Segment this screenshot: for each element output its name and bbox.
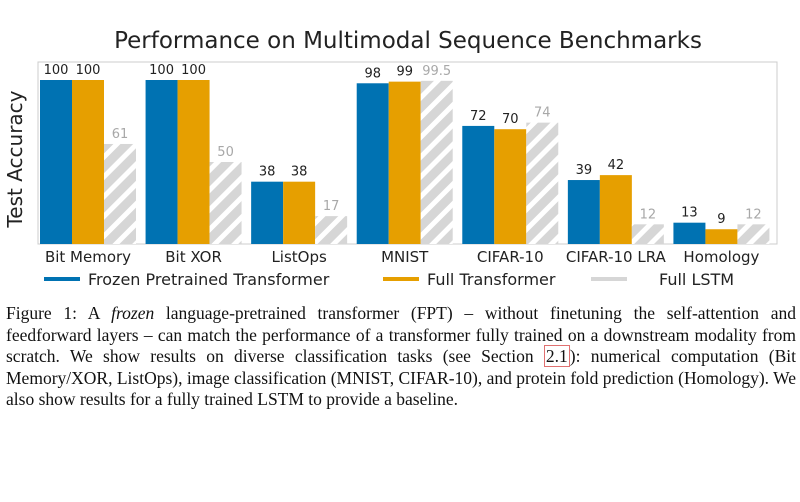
- figure-caption: Figure 1: A frozen language-pretrained t…: [6, 303, 796, 411]
- caption-text-a: A: [77, 303, 112, 323]
- bar-full-lstm-homology: [737, 224, 770, 244]
- bar-full-lstm-mnist: [420, 80, 453, 244]
- bar-frozen-pretrained-transformer-cifar-10: [462, 125, 495, 244]
- bar-full-lstm-cifar-10-lra: [631, 224, 664, 244]
- x-tick-label: Homology: [683, 248, 759, 266]
- data-label: 38: [291, 165, 308, 180]
- bar-full-lstm-listops: [315, 216, 348, 244]
- data-label: 12: [640, 207, 657, 222]
- x-tick-label: Bit XOR: [165, 248, 222, 266]
- data-label: 12: [745, 207, 762, 222]
- bar-full-transformer-listops: [283, 181, 316, 244]
- data-label: 100: [76, 63, 101, 78]
- data-label: 100: [44, 63, 69, 78]
- bar-full-transformer-homology: [705, 229, 738, 244]
- legend-label: Full Transformer: [427, 270, 556, 289]
- data-label: 39: [576, 163, 593, 178]
- bar-full-lstm-bit-memory: [104, 143, 136, 244]
- data-label: 61: [112, 127, 129, 142]
- bar-full-transformer-cifar-10: [494, 129, 527, 244]
- bar-chart: Performance on Multimodal Sequence Bench…: [3, 28, 778, 289]
- data-label: 72: [470, 109, 487, 124]
- data-label: 100: [149, 63, 174, 78]
- data-label: 74: [534, 106, 551, 121]
- x-tick-label: MNIST: [381, 248, 429, 266]
- bar-frozen-pretrained-transformer-mnist: [356, 83, 389, 244]
- caption-emphasis: frozen: [111, 303, 155, 323]
- legend-label: Frozen Pretrained Transformer: [88, 270, 330, 289]
- caption-text-b: language-pretrained transformer (FPT) – …: [6, 303, 796, 366]
- data-label: 13: [681, 206, 698, 221]
- data-label: 17: [323, 199, 340, 214]
- data-label: 70: [502, 112, 519, 127]
- data-label: 99: [396, 65, 413, 80]
- bar-frozen-pretrained-transformer-homology: [673, 222, 706, 244]
- x-tick-label: Bit Memory: [45, 248, 131, 266]
- data-label: 99.5: [422, 64, 451, 79]
- chart-title: Performance on Multimodal Sequence Bench…: [114, 28, 702, 54]
- data-label: 50: [217, 145, 234, 160]
- data-label: 98: [364, 66, 381, 81]
- caption-text-c: ): numerical computation (Bit Memory/XOR…: [6, 346, 796, 409]
- bar-full-transformer-bit-xor: [177, 80, 210, 244]
- bar-full-lstm-bit-xor: [209, 162, 242, 244]
- x-tick-label: CIFAR-10: [477, 248, 544, 266]
- data-label: 100: [181, 63, 206, 78]
- bar-frozen-pretrained-transformer-listops: [251, 181, 284, 244]
- section-reference-link[interactable]: 2.1: [543, 345, 570, 367]
- bar-full-transformer-mnist: [388, 81, 421, 244]
- data-label: 9: [717, 212, 725, 227]
- x-tick-label: ListOps: [271, 248, 327, 266]
- bar-frozen-pretrained-transformer-cifar-10-lra: [567, 180, 600, 244]
- bar-frozen-pretrained-transformer-bit-xor: [145, 80, 178, 244]
- bar-frozen-pretrained-transformer-bit-memory: [40, 80, 72, 244]
- caption-label: Figure 1:: [6, 303, 77, 323]
- y-axis-label: Test Accuracy: [3, 90, 27, 228]
- bar-full-transformer-cifar-10-lra: [599, 175, 632, 244]
- legend-label: Full LSTM: [659, 270, 734, 289]
- x-tick-label: CIFAR-10 LRA: [566, 248, 667, 266]
- data-label: 38: [259, 165, 276, 180]
- bar-full-lstm-cifar-10: [526, 122, 559, 244]
- bar-full-transformer-bit-memory: [72, 80, 104, 244]
- data-label: 42: [608, 158, 625, 173]
